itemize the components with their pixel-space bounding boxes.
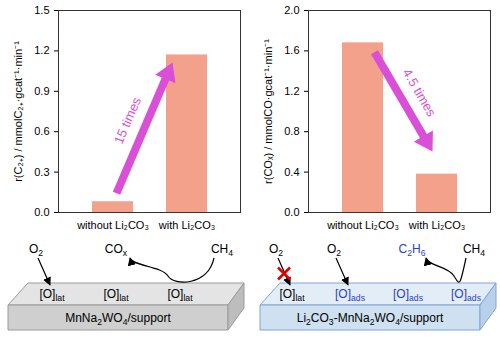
svg-text:O2: O2 <box>29 242 43 258</box>
svg-text:Li2CO3-MnNa2WO4/support: Li2CO3-MnNa2WO4/support <box>297 311 444 327</box>
svg-text:[O]lat: [O]lat <box>103 287 129 303</box>
svg-text:without Li₂CO₃: without Li₂CO₃ <box>326 219 399 231</box>
svg-text:0.3: 0.3 <box>34 166 49 178</box>
svg-text:1.2: 1.2 <box>34 44 49 56</box>
svg-text:[O]lat: [O]lat <box>167 287 193 303</box>
svg-text:0.0: 0.0 <box>284 206 299 218</box>
svg-text:[O]ads: [O]ads <box>393 287 423 303</box>
svg-text:CH4: CH4 <box>463 242 485 258</box>
svg-text:CH4: CH4 <box>211 242 233 258</box>
svg-text:0.4: 0.4 <box>284 166 299 178</box>
svg-text:O2: O2 <box>327 242 341 258</box>
svg-text:[O]ads: [O]ads <box>451 287 481 303</box>
svg-text:with Li₂CO₃: with Li₂CO₃ <box>158 219 215 231</box>
svg-text:[O]lat: [O]lat <box>279 287 305 303</box>
svg-text:0.6: 0.6 <box>34 125 49 137</box>
svg-text:1.5: 1.5 <box>34 4 49 16</box>
svg-text:MnNa2WO4/support: MnNa2WO4/support <box>65 311 171 327</box>
svg-text:C2H6: C2H6 <box>399 242 426 258</box>
svg-text:1.6: 1.6 <box>284 44 299 56</box>
svg-text:0.9: 0.9 <box>34 85 49 97</box>
svg-text:0.0: 0.0 <box>34 206 49 218</box>
svg-text:r(COₓ) / mmolCO·gcat⁻¹·min⁻¹: r(COₓ) / mmolCO·gcat⁻¹·min⁻¹ <box>262 39 274 184</box>
svg-text:r(C₂₊) / mmolC₂₊·gcat⁻¹·min⁻¹: r(C₂₊) / mmolC₂₊·gcat⁻¹·min⁻¹ <box>12 41 24 182</box>
svg-text:1.2: 1.2 <box>284 85 299 97</box>
svg-text:[O]ads: [O]ads <box>335 287 365 303</box>
svg-text:2.0: 2.0 <box>284 4 299 16</box>
svg-text:4.5 times: 4.5 times <box>400 66 440 120</box>
svg-text:without Li₂CO₃: without Li₂CO₃ <box>76 219 149 231</box>
svg-text:15 times: 15 times <box>111 95 144 147</box>
svg-text:[O]lat: [O]lat <box>39 287 65 303</box>
svg-text:with Li₂CO₃: with Li₂CO₃ <box>408 219 465 231</box>
svg-text:COx: COx <box>105 242 128 258</box>
svg-text:0.8: 0.8 <box>284 125 299 137</box>
svg-text:O2: O2 <box>269 242 283 258</box>
